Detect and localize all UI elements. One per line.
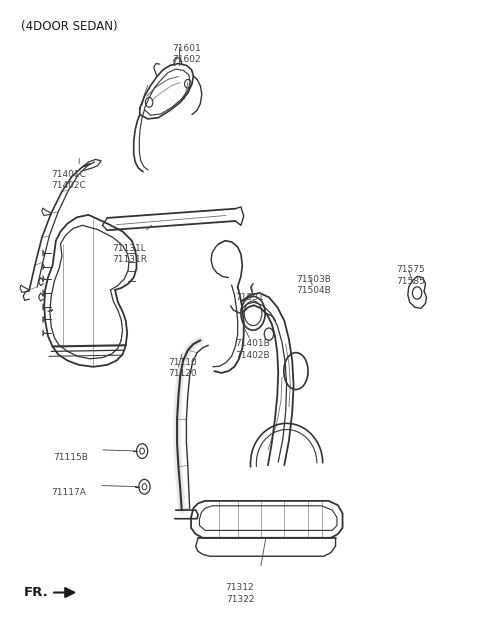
Text: 71131L
71131R: 71131L 71131R: [112, 244, 147, 264]
Text: 71401B
71402B: 71401B 71402B: [235, 339, 270, 360]
Text: 71601
71602: 71601 71602: [172, 44, 201, 64]
Text: 71115B: 71115B: [54, 453, 88, 462]
Text: FR.: FR.: [23, 586, 48, 599]
Text: 71575
71585: 71575 71585: [396, 265, 425, 286]
Text: 71531: 71531: [235, 293, 264, 302]
Text: 71503B
71504B: 71503B 71504B: [296, 274, 331, 295]
Text: 71117A: 71117A: [51, 488, 86, 497]
Text: 71110
71120: 71110 71120: [168, 357, 196, 378]
Text: 71401C
71402C: 71401C 71402C: [51, 170, 86, 191]
Text: 71312
71322: 71312 71322: [226, 583, 254, 604]
Text: (4DOOR SEDAN): (4DOOR SEDAN): [21, 21, 118, 33]
